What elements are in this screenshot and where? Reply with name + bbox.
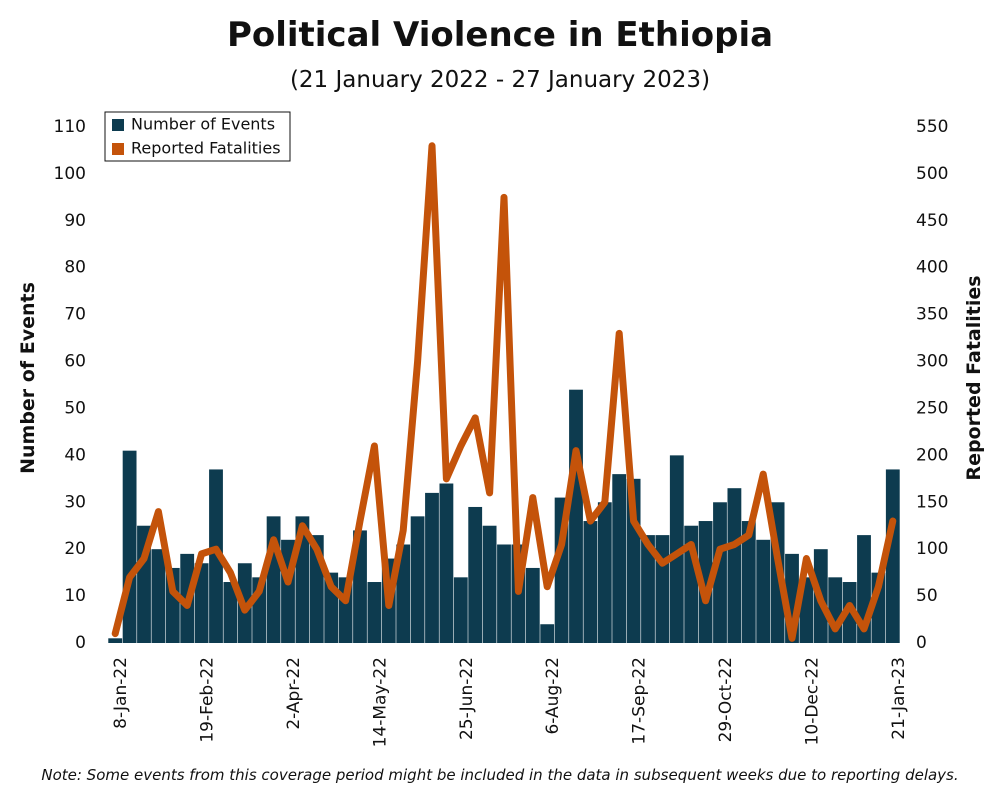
- bar: [425, 492, 439, 643]
- y-tick-label: 60: [64, 352, 86, 372]
- y2-tick-label: 150: [916, 492, 948, 512]
- bar: [108, 638, 123, 643]
- y-tick-label: 90: [64, 211, 86, 231]
- bar: [669, 455, 684, 643]
- y-tick-label: 70: [64, 305, 86, 325]
- bar: [885, 469, 900, 643]
- bar: [194, 563, 209, 643]
- x-tick-label: 19-Feb-22: [198, 657, 218, 743]
- bar: [223, 582, 238, 643]
- bar: [698, 521, 713, 643]
- y2-tick-label: 200: [916, 445, 948, 465]
- chart-subtitle: (21 January 2022 - 27 January 2023): [290, 67, 710, 93]
- bar: [453, 577, 468, 643]
- bar: [612, 474, 627, 643]
- bar: [713, 502, 727, 643]
- x-tick-label: 10-Dec-22: [802, 657, 822, 745]
- legend-label: Number of Events: [131, 115, 275, 134]
- bar: [641, 535, 655, 643]
- y2-tick-label: 350: [916, 305, 948, 325]
- y2-tick-label: 50: [916, 586, 938, 606]
- bar: [122, 450, 137, 643]
- bar: [525, 567, 540, 643]
- y-tick-label: 30: [64, 492, 86, 512]
- legend-box: [104, 111, 291, 162]
- line: [111, 142, 897, 642]
- x-tick-label: 14-May-22: [370, 657, 390, 747]
- bar: [151, 549, 166, 643]
- y-tick-label: 20: [64, 539, 86, 559]
- bar: [828, 577, 843, 643]
- bar: [569, 389, 583, 643]
- y-tick-label: 100: [54, 164, 86, 184]
- legend-swatch: [112, 119, 124, 131]
- y-tick-label: 0: [75, 633, 86, 653]
- legend-label: Reported Fatalities: [131, 139, 281, 158]
- x-tick-label: 2-Apr-22: [284, 657, 304, 730]
- y2-tick-label: 400: [916, 258, 948, 278]
- bar: [540, 624, 555, 643]
- bar: [367, 582, 382, 643]
- chart-title: Political Violence in Ethiopia: [227, 15, 773, 55]
- x-tick-label: 21-Jan-23: [889, 657, 909, 740]
- y-tick-label: 80: [64, 258, 86, 278]
- x-tick-label: 6-Aug-22: [543, 657, 563, 735]
- y-tick-label: 10: [64, 586, 86, 606]
- bar: [209, 469, 223, 643]
- bar: [266, 516, 281, 643]
- bar: [597, 502, 612, 643]
- x-tick-label: 17-Sep-22: [630, 657, 650, 745]
- x-tick-label: 8-Jan-22: [111, 657, 131, 729]
- y2-tick-label: 550: [916, 117, 948, 137]
- y2-tick-label: 250: [916, 398, 948, 418]
- bar: [741, 521, 756, 643]
- bar: [583, 521, 598, 643]
- bar: [410, 516, 425, 643]
- y2-axis-title: Reported Fatalities: [963, 275, 985, 480]
- y2-tick-label: 450: [916, 211, 948, 231]
- y-tick-label: 50: [64, 398, 86, 418]
- x-tick-label: 25-Jun-22: [457, 657, 477, 740]
- bar: [468, 506, 483, 643]
- bar: [396, 544, 411, 643]
- y-tick-label: 110: [54, 117, 86, 137]
- y2-tick-label: 500: [916, 164, 948, 184]
- bar: [727, 488, 742, 643]
- bar: [756, 539, 771, 643]
- bar: [842, 582, 857, 643]
- y-tick-label: 40: [64, 445, 86, 465]
- bar: [439, 483, 454, 643]
- y2-tick-label: 0: [916, 633, 927, 653]
- x-tick-label: 29-Oct-22: [716, 657, 736, 742]
- bar: [482, 525, 497, 643]
- y2-tick-label: 300: [916, 352, 948, 372]
- note: Note: Some events from this coverage per…: [41, 766, 958, 784]
- legend-swatch: [112, 143, 124, 155]
- y-axis-title: Number of Events: [17, 282, 39, 474]
- bar: [497, 544, 511, 643]
- y2-tick-label: 100: [916, 539, 948, 559]
